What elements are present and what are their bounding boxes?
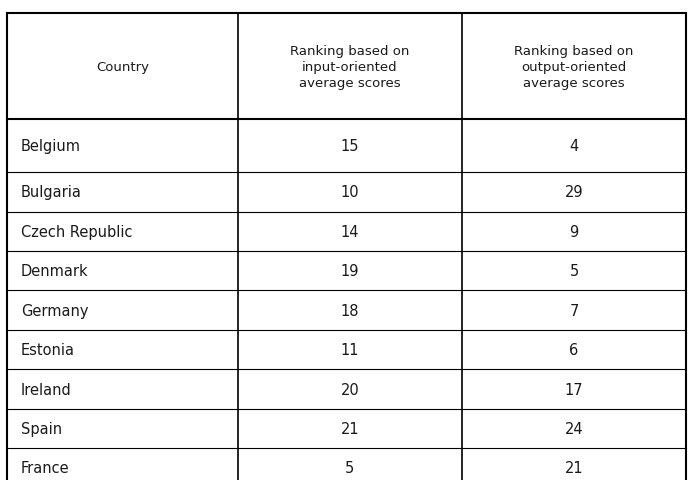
Text: 21: 21 bbox=[565, 460, 584, 476]
Text: 9: 9 bbox=[570, 224, 579, 240]
Text: 21: 21 bbox=[340, 421, 359, 436]
Text: 19: 19 bbox=[341, 264, 359, 279]
Text: Estonia: Estonia bbox=[21, 342, 75, 358]
Text: 5: 5 bbox=[345, 460, 355, 476]
Text: Bulgaria: Bulgaria bbox=[21, 185, 82, 200]
Text: 20: 20 bbox=[340, 382, 359, 397]
Text: 17: 17 bbox=[565, 382, 584, 397]
Text: 5: 5 bbox=[570, 264, 579, 279]
Text: Ireland: Ireland bbox=[21, 382, 71, 397]
Text: 4: 4 bbox=[570, 139, 579, 154]
Text: Germany: Germany bbox=[21, 303, 88, 318]
Text: Czech Republic: Czech Republic bbox=[21, 224, 132, 240]
Text: 11: 11 bbox=[341, 342, 359, 358]
Text: 7: 7 bbox=[570, 303, 579, 318]
Text: Country: Country bbox=[96, 60, 149, 74]
Text: 15: 15 bbox=[341, 139, 359, 154]
Text: 14: 14 bbox=[341, 224, 359, 240]
Text: Spain: Spain bbox=[21, 421, 62, 436]
Text: Denmark: Denmark bbox=[21, 264, 89, 279]
Text: 18: 18 bbox=[341, 303, 359, 318]
Text: Ranking based on
input-oriented
average scores: Ranking based on input-oriented average … bbox=[290, 45, 410, 90]
Text: France: France bbox=[21, 460, 69, 476]
Text: 6: 6 bbox=[570, 342, 579, 358]
Text: 29: 29 bbox=[565, 185, 584, 200]
Text: 24: 24 bbox=[565, 421, 584, 436]
Text: Belgium: Belgium bbox=[21, 139, 81, 154]
Text: 10: 10 bbox=[340, 185, 359, 200]
Text: Ranking based on
output-oriented
average scores: Ranking based on output-oriented average… bbox=[514, 45, 633, 90]
